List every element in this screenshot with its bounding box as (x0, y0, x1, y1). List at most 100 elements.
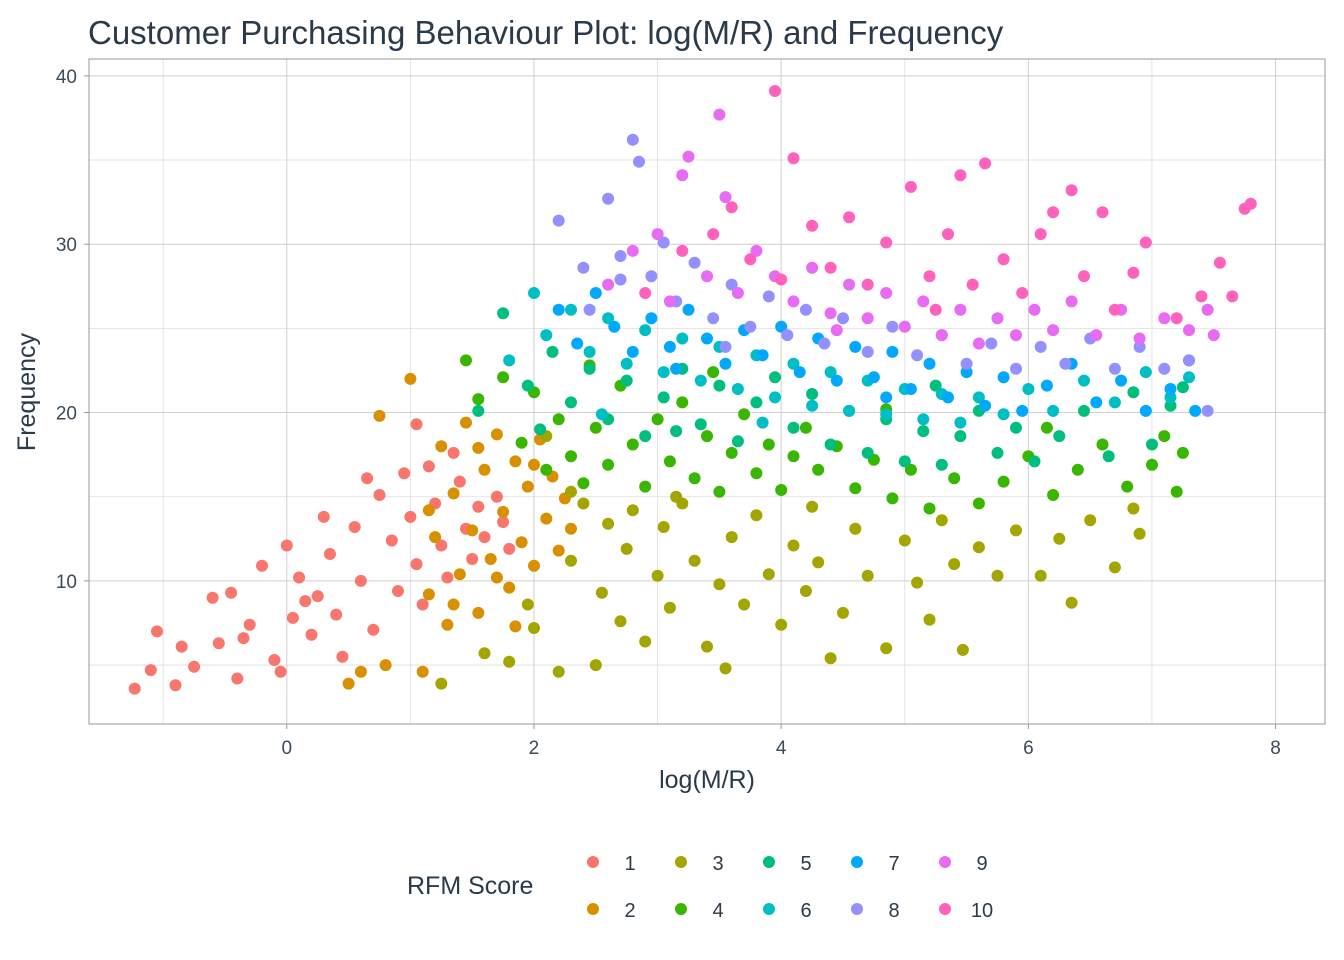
point-score-1 (169, 679, 182, 692)
point-score-1 (311, 590, 324, 603)
point-score-1 (435, 539, 448, 552)
point-score-3 (775, 618, 788, 631)
point-score-3 (719, 662, 732, 675)
point-score-1 (361, 472, 374, 485)
data-points (128, 85, 1257, 695)
point-score-10 (639, 287, 652, 299)
point-score-9 (713, 108, 726, 121)
point-score-10 (880, 236, 893, 249)
point-score-1 (410, 558, 423, 571)
point-score-7 (886, 345, 899, 358)
point-score-3 (1108, 561, 1121, 574)
point-score-1 (299, 595, 312, 608)
point-score-5 (534, 423, 547, 436)
point-score-2 (509, 620, 522, 633)
point-score-2 (422, 588, 435, 601)
point-score-6 (1139, 366, 1152, 379)
point-score-1 (231, 672, 244, 685)
point-score-6 (676, 332, 689, 345)
point-score-6 (769, 391, 781, 404)
point-score-8 (799, 303, 812, 316)
point-score-4 (923, 502, 936, 515)
point-score-2 (490, 428, 503, 441)
point-score-3 (688, 554, 701, 567)
point-score-5 (497, 307, 510, 320)
point-score-9 (1047, 324, 1060, 337)
point-score-6 (917, 413, 930, 426)
point-score-4 (540, 463, 553, 476)
point-score-5 (1028, 455, 1041, 468)
point-score-8 (1010, 362, 1022, 375)
point-score-2 (484, 553, 497, 565)
point-score-5 (713, 379, 726, 392)
point-score-7 (867, 371, 880, 384)
point-score-4 (602, 458, 615, 471)
point-score-7 (1040, 379, 1053, 392)
point-score-3 (701, 640, 713, 653)
point-score-1 (256, 559, 268, 572)
point-score-10 (1065, 184, 1078, 197)
point-score-7 (1115, 374, 1128, 387)
point-score-3 (657, 521, 670, 533)
point-score-10 (1170, 312, 1183, 325)
point-score-4 (676, 396, 689, 409)
point-score-4 (886, 492, 899, 505)
point-score-3 (956, 643, 969, 656)
point-score-1 (286, 611, 299, 624)
point-score-1 (237, 632, 250, 645)
legend-label-5: 5 (800, 853, 811, 875)
point-score-1 (212, 637, 225, 650)
point-score-3 (670, 490, 683, 503)
point-score-2 (540, 512, 553, 525)
point-score-8 (861, 345, 874, 358)
point-score-7 (830, 374, 843, 387)
point-score-1 (398, 467, 411, 480)
x-axis-ticks: 0 2 4 6 8 (281, 724, 1281, 759)
point-score-5 (657, 391, 670, 404)
point-score-8 (762, 290, 775, 303)
series-9 (602, 108, 1220, 350)
point-score-6 (880, 408, 893, 421)
point-score-4 (750, 467, 763, 480)
point-score-6 (972, 391, 985, 404)
point-score-3 (565, 554, 577, 567)
point-score-3 (503, 655, 516, 668)
point-score-1 (336, 650, 349, 663)
x-tick-label: 4 (776, 738, 787, 759)
point-score-1 (144, 664, 157, 677)
point-score-8 (818, 337, 831, 350)
point-score-7 (1189, 404, 1202, 417)
point-score-9 (991, 312, 1004, 325)
point-score-10 (1127, 266, 1140, 279)
point-score-5 (521, 379, 534, 392)
point-score-10 (997, 253, 1010, 266)
point-score-4 (1096, 438, 1109, 451)
point-score-8 (781, 329, 794, 342)
point-score-7 (979, 399, 992, 412)
point-score-3 (595, 586, 608, 599)
point-score-3 (812, 556, 825, 569)
point-score-5 (1127, 386, 1140, 399)
point-score-6 (843, 404, 856, 417)
point-score-10 (1195, 290, 1208, 303)
point-score-3 (923, 613, 936, 626)
point-score-4 (1121, 480, 1134, 493)
point-score-7 (1090, 396, 1103, 409)
point-score-2 (503, 581, 516, 594)
point-score-8 (614, 273, 627, 286)
legend-item-1: 1 (587, 853, 636, 875)
point-score-6 (503, 354, 516, 367)
point-score-2 (509, 455, 522, 468)
point-score-9 (701, 270, 713, 283)
legend-item-9: 9 (939, 853, 988, 875)
point-score-8 (719, 340, 732, 353)
point-score-4 (1158, 430, 1171, 443)
point-score-6 (787, 357, 800, 370)
point-score-5 (991, 446, 1004, 459)
y-axis-title: Frequency (13, 332, 41, 451)
series-5 (472, 307, 1189, 471)
point-score-1 (354, 574, 367, 587)
point-score-6 (657, 366, 670, 379)
legend: RFM Score 1 2 3 4 5 6 7 8 9 10 (407, 853, 993, 922)
point-score-8 (583, 303, 596, 316)
